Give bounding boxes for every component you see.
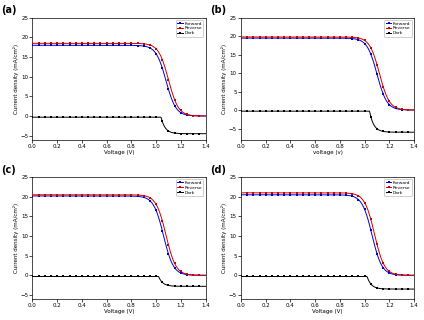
Legend: Forward, Reverse, Dark: Forward, Reverse, Dark — [176, 179, 204, 196]
X-axis label: voltage (v): voltage (v) — [312, 150, 343, 155]
Y-axis label: Current density (mA/cm²): Current density (mA/cm²) — [13, 44, 19, 114]
Text: (c): (c) — [1, 165, 16, 175]
X-axis label: Voltage (V): Voltage (V) — [104, 150, 134, 155]
Text: (a): (a) — [1, 5, 17, 15]
Y-axis label: Current density (mA/cm²): Current density (mA/cm²) — [221, 203, 227, 273]
Y-axis label: Current density (mA/cm²): Current density (mA/cm²) — [13, 203, 19, 273]
X-axis label: Voltage (V): Voltage (V) — [312, 309, 343, 315]
Legend: Forward, Reverse, Dark: Forward, Reverse, Dark — [385, 179, 412, 196]
Legend: Forward, Reverse, Dark: Forward, Reverse, Dark — [385, 20, 412, 37]
Y-axis label: Current density (mA/cm²): Current density (mA/cm²) — [221, 44, 227, 114]
Legend: Forward, Reverse, Dark: Forward, Reverse, Dark — [176, 20, 204, 37]
X-axis label: Voltage (V): Voltage (V) — [104, 309, 134, 315]
Text: (b): (b) — [210, 5, 226, 15]
Text: (d): (d) — [210, 165, 226, 175]
